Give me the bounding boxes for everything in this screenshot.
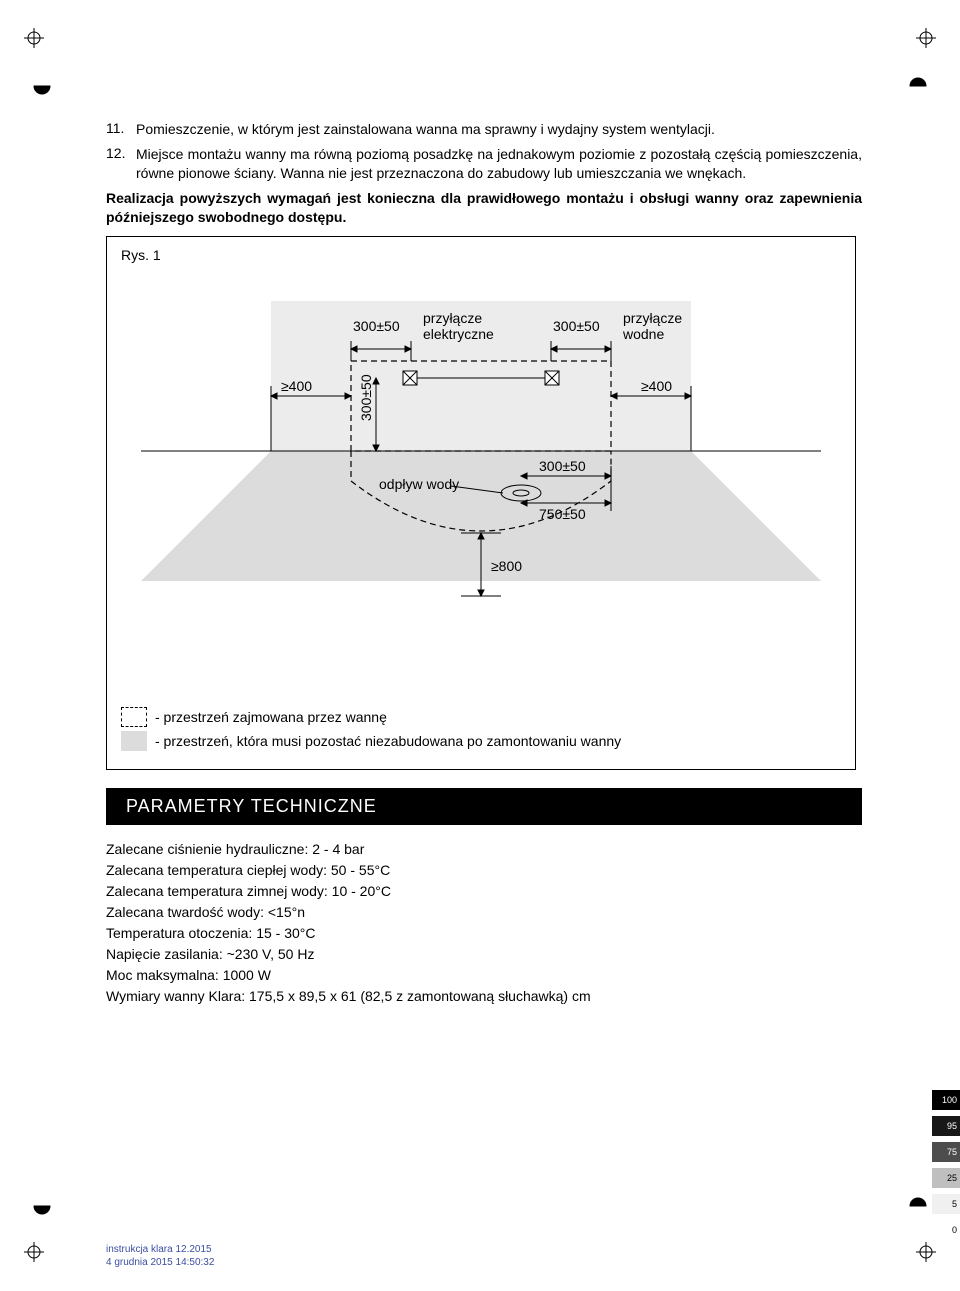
figure-title: Rys. 1 — [121, 247, 841, 263]
installation-diagram: 300±50 przyłącze elektryczne 300±50 przy… — [121, 271, 841, 701]
dim-tub-depth: 750±50 — [539, 506, 586, 522]
legend-item-dashed: - przestrzeń zajmowana przez wannę — [121, 707, 841, 727]
tech-params: Zalecane ciśnienie hydrauliczne: 2 - 4 b… — [106, 839, 862, 1007]
gray-swatch-icon — [121, 731, 147, 751]
footer-line2: 4 grudnia 2015 14:50:32 — [106, 1256, 214, 1269]
param-line: Moc maksymalna: 1000 W — [106, 965, 862, 986]
param-line: Wymiary wanny Klara: 175,5 x 89,5 x 61 (… — [106, 986, 862, 1007]
color-cell-5: 5 — [932, 1194, 960, 1214]
dashed-swatch-icon — [121, 707, 147, 727]
color-cell-95: 95 — [932, 1116, 960, 1136]
list-text: Pomieszczenie, w którym jest zainstalowa… — [136, 120, 862, 139]
label-elec: przyłącze — [423, 310, 482, 326]
dim-left: ≥400 — [281, 378, 312, 394]
color-cell-0: 0 — [932, 1220, 960, 1240]
legend-text-1: - przestrzeń zajmowana przez wannę — [155, 709, 387, 725]
dim-top-right: 300±50 — [553, 318, 600, 334]
figure-legend: - przestrzeń zajmowana przez wannę - prz… — [121, 707, 841, 751]
color-cell-25: 25 — [932, 1168, 960, 1188]
dim-front: ≥800 — [491, 558, 522, 574]
param-line: Zalecane ciśnienie hydrauliczne: 2 - 4 b… — [106, 839, 862, 860]
dim-right: ≥400 — [641, 378, 672, 394]
param-line: Zalecana twardość wody: <15°n — [106, 902, 862, 923]
section-heading: PARAMETRY TECHNICZNE — [106, 788, 862, 825]
legend-text-2: - przestrzeń, która musi pozostać niezab… — [155, 733, 621, 749]
param-line: Zalecana temperatura zimnej wody: 10 - 2… — [106, 881, 862, 902]
footer-line1: instrukcja klara 12.2015 — [106, 1243, 214, 1256]
param-line: Napięcie zasilania: ~230 V, 50 Hz — [106, 944, 862, 965]
footer: instrukcja klara 12.2015 4 grudnia 2015 … — [106, 1243, 214, 1269]
param-line: Temperatura otoczenia: 15 - 30°C — [106, 923, 862, 944]
dim-vert: 300±50 — [358, 375, 374, 422]
param-line: Zalecana temperatura ciepłej wody: 50 - … — [106, 860, 862, 881]
list-number: 11. — [106, 120, 136, 139]
color-cell-100: 100 — [932, 1090, 960, 1110]
color-cell-75: 75 — [932, 1142, 960, 1162]
bold-paragraph: Realizacja powyższych wymagań jest konie… — [106, 189, 862, 227]
legend-item-gray: - przestrzeń, która musi pozostać niezab… — [121, 731, 841, 751]
label-elec2: elektryczne — [423, 326, 494, 342]
label-water: przyłącze — [623, 310, 682, 326]
list-number: 12. — [106, 145, 136, 183]
label-drain: odpływ wody — [379, 476, 459, 492]
figure-box: Rys. 1 — [106, 236, 856, 770]
label-water2: wodne — [622, 326, 664, 342]
page-content: 11. Pomieszczenie, w którym jest zainsta… — [106, 120, 862, 1007]
list-item-11: 11. Pomieszczenie, w którym jest zainsta… — [106, 120, 862, 139]
dim-drain: 300±50 — [539, 458, 586, 474]
list-text: Miejsce montażu wanny ma równą poziomą p… — [136, 145, 862, 183]
list-item-12: 12. Miejsce montażu wanny ma równą pozio… — [106, 145, 862, 183]
dim-top-left: 300±50 — [353, 318, 400, 334]
color-calibration-bar: 100 95 75 25 5 0 — [932, 1090, 960, 1246]
